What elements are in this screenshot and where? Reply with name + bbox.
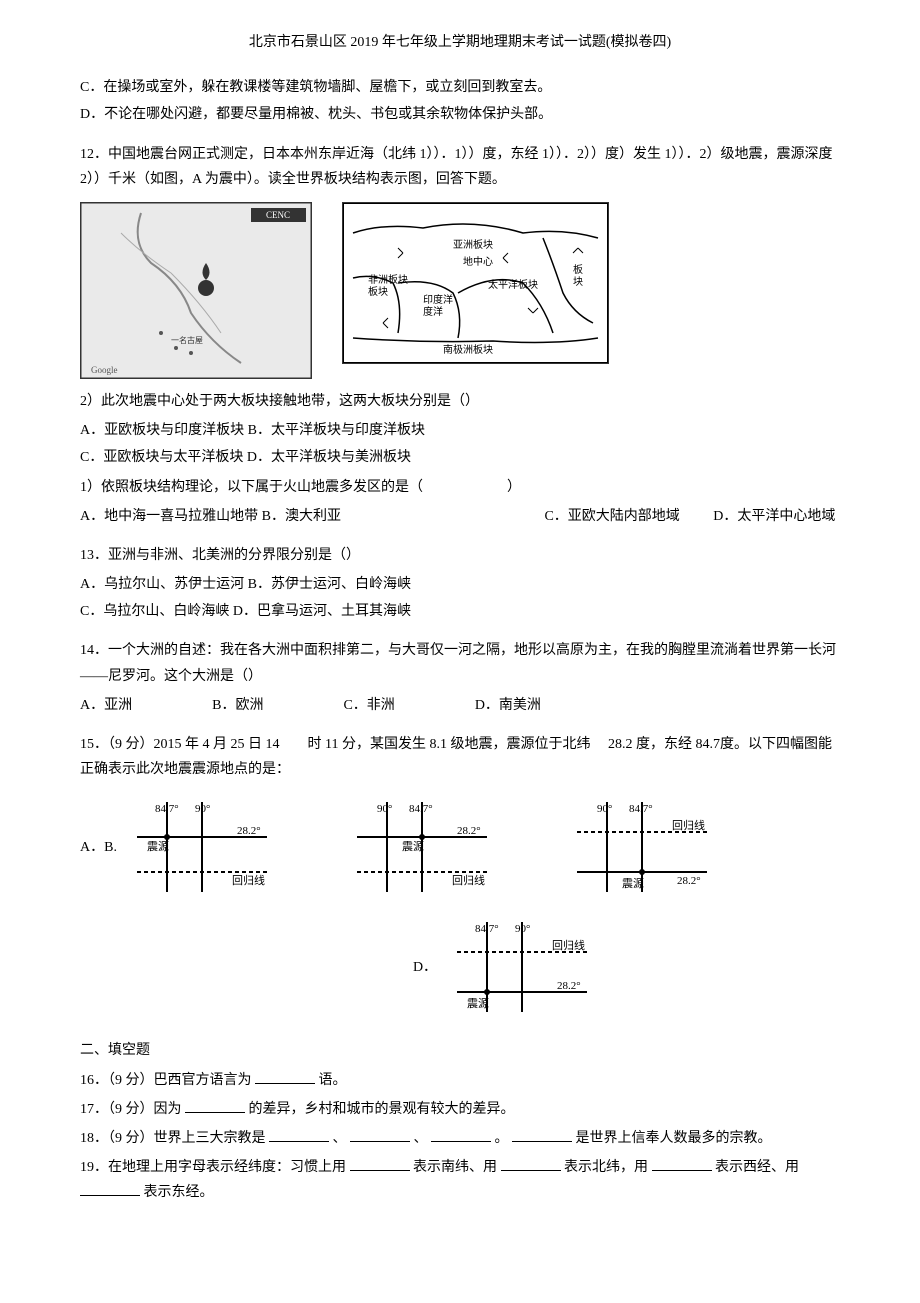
svg-text:90°: 90° (195, 803, 210, 815)
q19-post: 表示东经。 (144, 1185, 214, 1200)
q17-blank (185, 1098, 245, 1113)
q16-pre: 16．（9 分）巴西官方语言为 (80, 1073, 252, 1088)
svg-text:28.2°: 28.2° (557, 980, 581, 992)
svg-text:回归线: 回归线 (552, 938, 585, 952)
svg-text:印度洋: 印度洋 (423, 293, 453, 306)
q16-blank (255, 1069, 315, 1084)
svg-text:地中心: 地中心 (463, 255, 493, 268)
q12-sub2-cd: C．亚欧板块与太平洋板块 D．太平洋板块与美洲板块 (80, 445, 840, 470)
svg-text:Google: Google (91, 365, 118, 375)
svg-text:回归线: 回归线 (452, 873, 485, 887)
svg-text:板: 板 (573, 263, 583, 276)
q15-diagram-b: 84.7° 90° 28.2° 回归线 震源 (127, 792, 287, 902)
svg-text:回归线: 回归线 (232, 873, 265, 887)
q12-1-c: C．亚欧大陆内部地域 (544, 509, 679, 524)
q18-blank3 (431, 1127, 491, 1142)
svg-text:南极洲板块: 南极洲板块 (443, 343, 493, 356)
svg-text:84.7°: 84.7° (409, 803, 433, 815)
question-18: 18．（9 分）世界上三大宗教是 、 、 。 是世界上信奉人数最多的宗教。 (80, 1126, 840, 1151)
q15-diagram-d: 84.7° 90° 回归线 28.2° 震源 (447, 912, 607, 1022)
svg-text:28.2°: 28.2° (457, 825, 481, 837)
q12-1-d: D．太平洋中心地域 (713, 509, 835, 524)
q14-c: C．非洲 (343, 693, 394, 718)
q18-sep1: 、 (333, 1131, 347, 1146)
q14-d: D．南美洲 (475, 693, 541, 718)
q15-row1: A．B. 84.7° 90° 28.2° 回归线 震源 90° 84.7° 28… (80, 792, 840, 902)
q19-blank4 (80, 1181, 140, 1196)
question-14: 14．一个大洲的自述：我在各大洲中面积排第二，与大哥仅一河之隔，地形以高原为主，… (80, 638, 840, 688)
question-19: 19．在地理上用字母表示经纬度：习惯上用 表示南纬、用 表示北纬，用 表示西经、… (80, 1155, 840, 1205)
q19-pre: 19．在地理上用字母表示经纬度：习惯上用 (80, 1160, 346, 1175)
q13-ab: A．乌拉尔山、苏伊士运河 B．苏伊士运河、白岭海峡 (80, 572, 840, 597)
plate-tectonics-image: 亚洲板块 地中心 非洲板块 板块 印度洋 度洋 太平洋板块 板 块 南极洲板块 (342, 202, 609, 364)
q18-blank4 (512, 1127, 572, 1142)
svg-text:太平洋板块: 太平洋板块 (488, 278, 538, 291)
svg-text:28.2°: 28.2° (237, 825, 261, 837)
svg-text:90°: 90° (515, 923, 530, 935)
q18-sep3: 。 (495, 1131, 509, 1146)
q12-sub1: 1）依照板块结构理论，以下属于火山地震多发区的是（ ） (80, 475, 840, 500)
q14-a: A．亚洲 (80, 693, 132, 718)
question-15: 15．（9 分）2015 年 4 月 25 日 14 时 11 分，某国发生 8… (80, 732, 840, 782)
svg-text:一名古屋: 一名古屋 (171, 335, 203, 345)
svg-text:90°: 90° (597, 803, 612, 815)
svg-text:84.7°: 84.7° (629, 803, 653, 815)
svg-text:震源: 震源 (147, 839, 169, 853)
q15-label-ab: A．B. (80, 835, 117, 860)
image-row-q12: CENC Google 一名古屋 亚洲板块 地中心 非洲板块 板块 印度洋 (80, 202, 840, 379)
svg-text:度洋: 度洋 (423, 305, 443, 318)
earthquake-map-image: CENC Google 一名古屋 (80, 202, 312, 379)
svg-text:28.2°: 28.2° (677, 875, 701, 887)
question-12: 12．中国地震台网正式测定，日本本州东岸近海（北纬 1））．1））度，东经 1）… (80, 142, 840, 192)
section-2-header: 二、填空题 (80, 1038, 840, 1063)
option-c: C．在操场或室外，躲在教课楼等建筑物墙脚、屋檐下，或立刻回到教室去。 (80, 75, 840, 100)
svg-text:84.7°: 84.7° (475, 923, 499, 935)
svg-text:CENC: CENC (266, 210, 290, 220)
option-d: D．不论在哪处闪避，都要尽量用棉被、枕头、书包或其余软物体保护头部。 (80, 102, 840, 127)
question-17: 17．（9 分）因为 的差异，乡村和城市的景观有较大的差异。 (80, 1097, 840, 1122)
q18-blank2 (350, 1127, 410, 1142)
svg-text:震源: 震源 (467, 996, 489, 1010)
q19-mid3: 表示西经、用 (715, 1160, 799, 1175)
q12-1-ab: A．地中海一喜马拉雅山地带 B．澳大利亚 (80, 509, 341, 524)
q16-post: 语。 (319, 1073, 347, 1088)
svg-text:非洲板块: 非洲板块 (368, 273, 408, 286)
svg-text:板块: 板块 (368, 285, 388, 298)
q14-b: B．欧洲 (212, 693, 263, 718)
q15-row2: D． 84.7° 90° 回归线 28.2° 震源 (180, 912, 840, 1022)
svg-text:块: 块 (573, 276, 583, 288)
q17-post: 的差异，乡村和城市的景观有较大的差异。 (249, 1102, 515, 1117)
q15-diagram-3: 90° 84.7° 回归线 28.2° 震源 (567, 792, 727, 902)
q13-cd: C．乌拉尔山、白岭海峡 D．巴拿马运河、土耳其海峡 (80, 599, 840, 624)
q15-diagram-2: 90° 84.7° 28.2° 回归线 震源 (347, 792, 507, 902)
q18-pre: 18．（9 分）世界上三大宗教是 (80, 1131, 266, 1146)
q18-post: 是世界上信奉人数最多的宗教。 (576, 1131, 772, 1146)
question-16: 16．（9 分）巴西官方语言为 语。 (80, 1068, 840, 1093)
svg-text:84.7°: 84.7° (155, 803, 179, 815)
q19-mid2: 表示北纬，用 (564, 1160, 648, 1175)
q14-options: A．亚洲 B．欧洲 C．非洲 D．南美洲 (80, 693, 840, 718)
q15-label-d: D． (413, 955, 437, 980)
question-13: 13．亚洲与非洲、北美洲的分界限分别是（） (80, 543, 840, 568)
svg-text:震源: 震源 (622, 876, 644, 890)
q19-blank3 (652, 1156, 712, 1171)
svg-text:回归线: 回归线 (672, 818, 705, 832)
q12-sub2-ab: A．亚欧板块与印度洋板块 B．太平洋板块与印度洋板块 (80, 418, 840, 443)
q19-mid1: 表示南纬、用 (413, 1160, 497, 1175)
q19-blank2 (501, 1156, 561, 1171)
q17-pre: 17．（9 分）因为 (80, 1102, 182, 1117)
q18-blank1 (269, 1127, 329, 1142)
page-title: 北京市石景山区 2019 年七年级上学期地理期末考试一试题(模拟卷四) (80, 30, 840, 55)
svg-text:90°: 90° (377, 803, 392, 815)
svg-text:亚洲板块: 亚洲板块 (453, 238, 493, 251)
q19-blank1 (350, 1156, 410, 1171)
q18-sep2: 、 (414, 1131, 428, 1146)
q12-sub2: 2）此次地震中心处于两大板块接触地带，这两大板块分别是（） (80, 389, 840, 414)
q12-sub1-options: A．地中海一喜马拉雅山地带 B．澳大利亚 C．亚欧大陆内部地域 D．太平洋中心地… (80, 504, 840, 529)
svg-text:震源: 震源 (402, 839, 424, 853)
